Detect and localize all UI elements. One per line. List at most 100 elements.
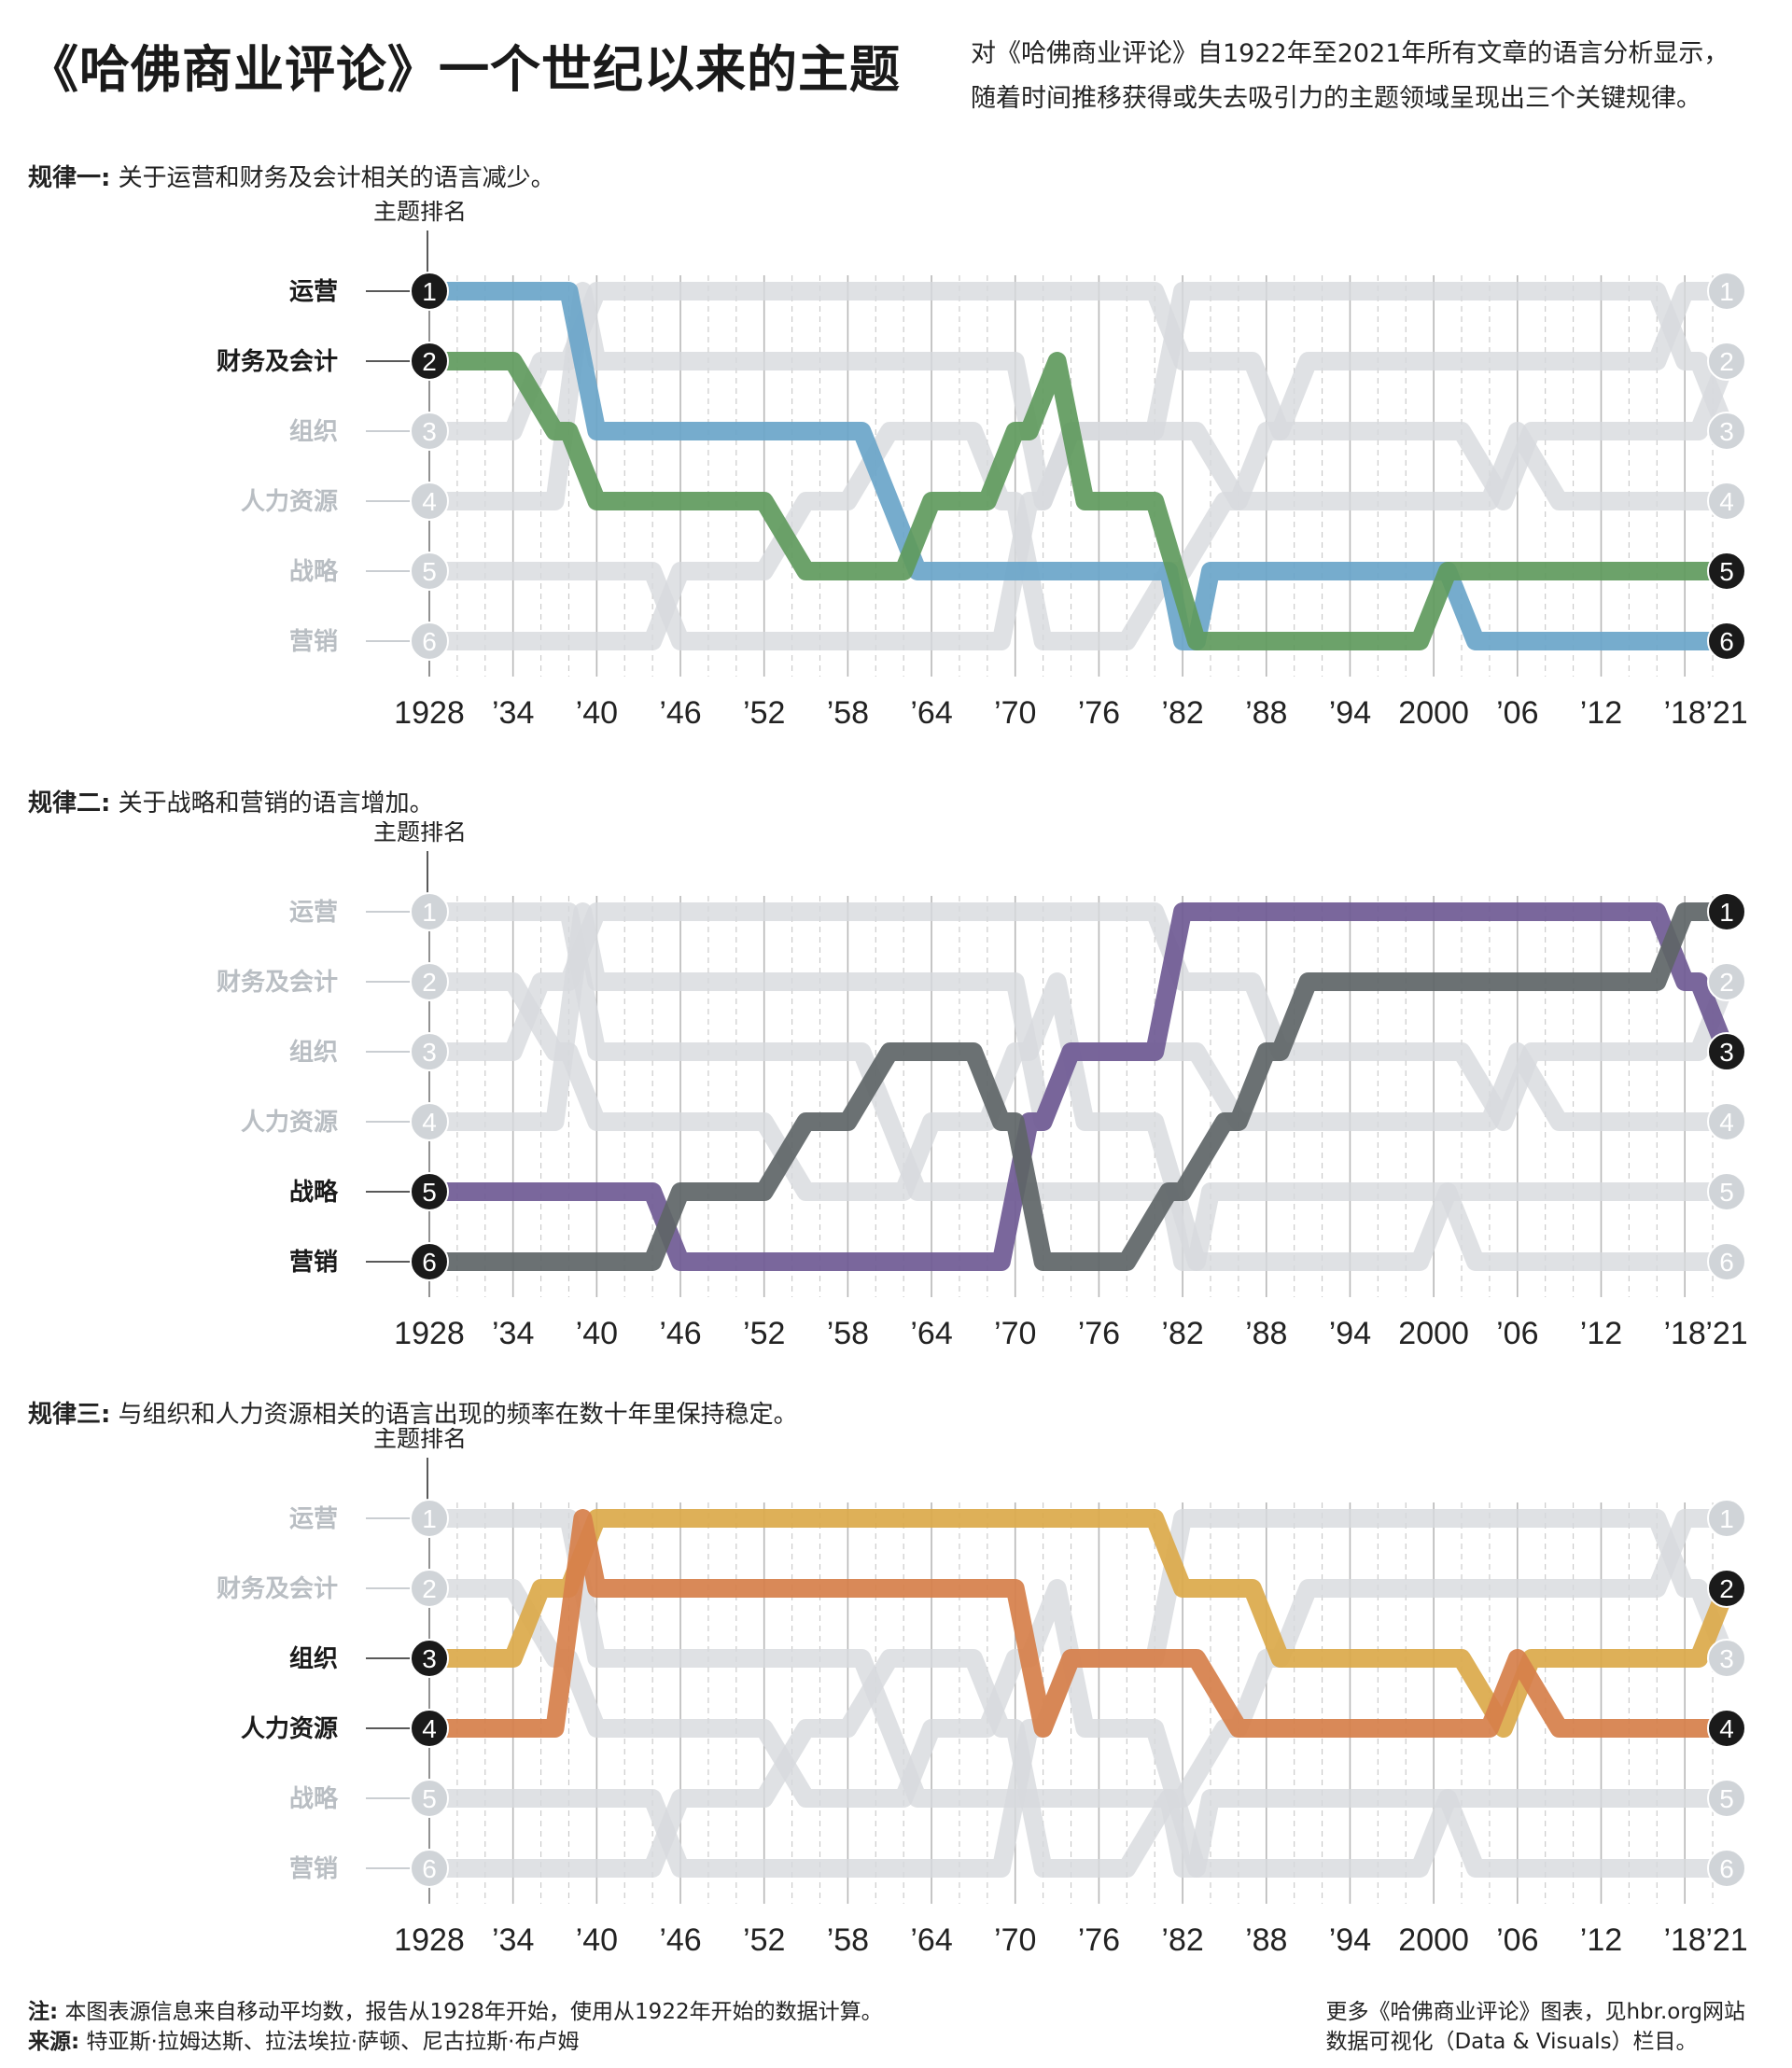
x-tick-label: ’40 (576, 1922, 618, 1958)
end-rank-marker (1707, 412, 1746, 451)
end-rank-number: 6 (1719, 1854, 1734, 1883)
x-tick-label: ’64 (910, 1316, 952, 1351)
start-rank-marker (410, 412, 449, 451)
footer-note: 注: 本图表源信息来自移动平均数，报告从1928年开始，使用从1922年开始的数… (28, 1997, 883, 2027)
topic-label: 战略 (289, 1784, 339, 1813)
end-rank-number: 2 (1719, 347, 1734, 376)
start-rank-marker (410, 1569, 449, 1608)
x-tick-label: ’18 (1663, 1922, 1705, 1958)
x-tick-label: ’88 (1245, 1922, 1287, 1958)
panel-2-heading: 规律二: 关于战略和营销的语言增加。 (28, 784, 434, 818)
end-rank-marker (1707, 1779, 1746, 1818)
start-rank-marker (410, 892, 449, 931)
x-tick-label: ’46 (659, 1922, 701, 1958)
x-tick-label: ’76 (1078, 1922, 1120, 1958)
topic-label: 组织 (289, 417, 338, 446)
start-rank-number: 5 (422, 557, 437, 586)
note-label: 注: (28, 2000, 59, 2024)
start-rank-marker (410, 1172, 449, 1211)
start-rank-number: 5 (422, 1784, 437, 1813)
series-line-1 (420, 902, 1736, 1271)
start-rank-number: 5 (422, 1178, 437, 1207)
start-rank-number: 2 (422, 347, 437, 376)
end-rank-marker (1707, 1242, 1746, 1281)
start-rank-number: 1 (422, 898, 437, 927)
end-rank-number: 6 (1719, 627, 1734, 656)
x-tick-label: ’52 (743, 1316, 785, 1351)
footer-notes: 注: 本图表源信息来自移动平均数，报告从1928年开始，使用从1922年开始的数… (28, 1997, 883, 2057)
topic-label: 营销 (289, 1249, 338, 1277)
end-rank-marker (1707, 1499, 1746, 1538)
panel-1-chart: 主题排名 1928 ’34 ’40 ’46 ’52 ’58 ’64 ’70 ’76 ’82 ’88 ’9… (217, 201, 1748, 731)
end-rank-marker (1707, 892, 1746, 931)
series-line-2 (420, 352, 1736, 650)
topic-label: 财务及会计 (217, 1575, 338, 1603)
topic-label: 财务及会计 (217, 969, 338, 997)
panel-3-label: 规律三: (28, 1401, 111, 1429)
x-tick-label: 2000 (1398, 1922, 1469, 1958)
topic-label: 营销 (289, 1855, 338, 1883)
end-rank-number: 3 (1719, 1644, 1734, 1673)
dek-line-1: 对《哈佛商业评论》自1922年至2021年所有文章的语言分析显示， (971, 39, 1729, 68)
start-rank-number: 3 (422, 1038, 437, 1067)
x-tick-label: ’21 (1705, 695, 1747, 731)
end-rank-number: 1 (1719, 277, 1734, 306)
start-rank-number: 4 (422, 1108, 437, 1137)
x-tick-label: ’12 (1580, 1922, 1622, 1958)
series-line-2 (420, 1509, 1736, 1738)
x-tick-label: ’46 (659, 695, 701, 731)
end-rank-number: 3 (1719, 417, 1734, 446)
start-rank-number: 4 (422, 1714, 437, 1743)
x-tick-label: ’21 (1705, 1316, 1747, 1351)
x-tick-label: ’58 (827, 1316, 869, 1351)
start-rank-marker (410, 272, 449, 311)
panel-2-label: 规律二: (28, 789, 111, 817)
start-rank-number: 4 (422, 487, 437, 516)
end-rank-marker (1707, 1102, 1746, 1141)
series-line-2 (420, 902, 1736, 1271)
note-text: 本图表源信息来自移动平均数，报告从1928年开始，使用从1922年开始的数据计算… (64, 2000, 883, 2024)
start-rank-marker (410, 622, 449, 661)
x-tick-label: ’34 (492, 1316, 534, 1351)
x-tick-label: ’76 (1078, 695, 1120, 731)
end-rank-marker (1707, 482, 1746, 521)
start-rank-marker (410, 1639, 449, 1678)
topic-label: 运营 (289, 278, 338, 306)
x-tick-label: ’46 (659, 1316, 701, 1351)
end-rank-number: 2 (1719, 968, 1734, 997)
x-tick-label: ’34 (492, 1922, 534, 1958)
x-tick-label: ’76 (1078, 1316, 1120, 1351)
end-rank-marker (1707, 1032, 1746, 1071)
start-rank-number: 3 (422, 417, 437, 446)
x-tick-label: ’64 (910, 1922, 952, 1958)
footer-source: 来源: 特亚斯·拉姆达斯、拉法埃拉·萨顿、尼古拉斯·布卢姆 (28, 2027, 883, 2057)
topic-label: 战略 (289, 1178, 339, 1207)
end-rank-marker (1707, 1639, 1746, 1678)
footer-more: 更多《哈佛商业评论》图表，见hbr.org网站 数据可视化（Data & Vis… (1325, 1997, 1745, 2057)
start-rank-marker (410, 482, 449, 521)
x-tick-label: ’52 (743, 1922, 785, 1958)
x-tick-label: ’82 (1161, 1316, 1203, 1351)
start-rank-marker (410, 1032, 449, 1071)
x-tick-label: 1928 (394, 1316, 465, 1351)
panel-2-text: 关于战略和营销的语言增加。 (118, 789, 434, 817)
end-rank-number: 2 (1719, 1574, 1734, 1603)
start-rank-marker (410, 1242, 449, 1281)
x-tick-label: 2000 (1398, 1316, 1469, 1351)
x-tick-label: ’18 (1663, 1316, 1705, 1351)
start-rank-marker (410, 962, 449, 1001)
end-rank-number: 4 (1719, 1714, 1734, 1743)
topic-label: 营销 (289, 628, 338, 656)
x-tick-label: ’52 (743, 695, 785, 731)
end-rank-number: 4 (1719, 1108, 1734, 1137)
start-rank-marker (410, 1709, 449, 1748)
panel-3-heading: 规律三: 与组织和人力资源相关的语言出现的频率在数十年里保持稳定。 (28, 1395, 798, 1430)
end-rank-marker (1707, 1172, 1746, 1211)
end-rank-marker (1707, 272, 1746, 311)
series-line-bg (420, 972, 1736, 1271)
panel-1-heading: 规律一: 关于运营和财务及会计相关的语言减少。 (28, 159, 555, 193)
topic-label: 战略 (289, 557, 339, 586)
end-rank-number: 5 (1719, 1784, 1734, 1813)
dek-line-2: 随着时间推移获得或失去吸引力的主题领域呈现出三个关键规律。 (971, 84, 1701, 113)
x-tick-label: ’21 (1705, 1922, 1747, 1958)
